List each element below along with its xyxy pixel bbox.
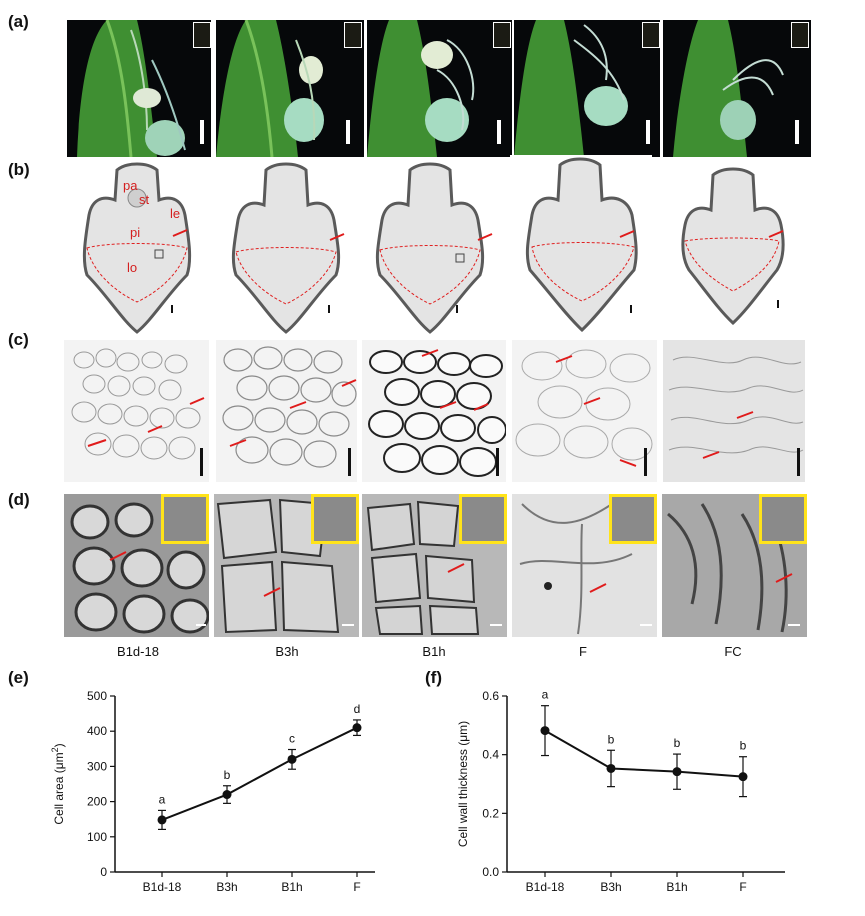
tem-inset [459, 494, 507, 544]
data-point [352, 723, 362, 733]
data-point [672, 767, 682, 777]
spikelet-inset [193, 22, 211, 48]
micrograph-3 [362, 340, 506, 482]
scale-bar [646, 120, 650, 144]
label-le: le [170, 206, 181, 221]
label-pi: pi [130, 225, 141, 240]
floret-photo-5 [663, 20, 811, 157]
data-point [287, 754, 297, 764]
y-tick-label: 0 [100, 865, 107, 879]
floret-photo-3 [367, 20, 512, 157]
data-point [606, 763, 616, 773]
panel-label-a: (a) [8, 12, 29, 31]
cross-section-4 [510, 155, 652, 335]
y-tick-label: 500 [87, 689, 107, 703]
tem-image-4 [512, 494, 657, 637]
micrograph-5 [663, 340, 805, 482]
y-tick-label: 100 [87, 830, 107, 844]
x-tick-label: F [353, 880, 360, 894]
spikelet-inset [344, 22, 362, 48]
tem-image-1 [64, 494, 209, 637]
significance-letter: b [608, 732, 615, 746]
x-tick-label: B3h [216, 880, 237, 894]
significance-letter: c [289, 732, 295, 746]
floret-photo-4 [514, 20, 660, 157]
y-tick-label: 300 [87, 759, 107, 773]
significance-letter: d [354, 702, 361, 716]
cross-section-3 [360, 160, 500, 335]
tem-inset [161, 494, 209, 544]
spikelet-inset [493, 22, 511, 48]
cross-section-2 [216, 160, 356, 335]
series-line [161, 726, 358, 821]
x-tick-label: B1h [281, 880, 302, 894]
panel-label-f: (f) [425, 668, 442, 687]
label-st: st [139, 192, 150, 207]
stage-label: B3h [275, 644, 299, 659]
y-tick-label: 0.2 [482, 806, 499, 820]
spikelet-inset [642, 22, 660, 48]
y-axis-label: Cell wall thickness (μm) [456, 721, 470, 847]
tem-inset [311, 494, 359, 544]
scale-bar [200, 120, 204, 144]
spikelet-inset [791, 22, 809, 48]
panel-label-d: (d) [8, 490, 30, 509]
data-point [540, 726, 550, 736]
tem-image-2 [214, 494, 359, 637]
data-point [222, 790, 232, 800]
significance-letter: b [224, 768, 231, 782]
y-tick-label: 0.0 [482, 865, 499, 879]
micrograph-2 [216, 340, 357, 482]
panel-label-b: (b) [8, 160, 30, 179]
data-point [157, 815, 167, 825]
x-tick-label: F [739, 880, 746, 894]
floret-photo-1 [67, 20, 211, 157]
x-tick-label: B1d-18 [526, 880, 565, 894]
significance-letter: b [674, 736, 681, 750]
scale-bar [795, 120, 799, 144]
stage-label: B1d-18 [117, 644, 159, 659]
cell-wall-chart: 0.0 0.2 0.4 0.6 B1d-18 B3h B1h F Cell wall thick… [456, 688, 785, 894]
stage-label: B1h [422, 644, 446, 659]
significance-letter: a [159, 792, 166, 806]
cross-section-5 [663, 165, 803, 335]
series-line [544, 729, 744, 778]
floret-photo-2 [216, 20, 364, 157]
scale-bar [497, 120, 501, 144]
tem-inset [759, 494, 807, 544]
x-tick-label: B1h [666, 880, 687, 894]
micrograph-1 [64, 340, 209, 482]
stage-label: F [579, 644, 587, 659]
stage-label: FC [724, 644, 742, 659]
data-point [738, 772, 748, 782]
significance-letter: a [542, 688, 549, 702]
y-tick-label: 200 [87, 795, 107, 809]
micrograph-4 [512, 340, 657, 482]
panel-label-c: (c) [8, 330, 29, 349]
cell-area-chart: 0 100 200 300 400 500 B1d-18 B3h B1h F Cell area (… [50, 689, 375, 894]
y-tick-label: 0.4 [482, 748, 499, 762]
scale-bar [346, 120, 350, 144]
panel-label-e: (e) [8, 668, 29, 687]
y-tick-label: 0.6 [482, 689, 499, 703]
significance-letter: b [740, 739, 747, 753]
x-tick-label: B3h [600, 880, 621, 894]
label-pa: pa [123, 178, 138, 193]
label-lo: lo [127, 260, 138, 275]
tem-image-5 [662, 494, 807, 637]
tem-image-3 [362, 494, 507, 637]
cross-section-1: pa st le pi lo [67, 160, 207, 335]
tem-inset [609, 494, 657, 544]
x-tick-label: B1d-18 [143, 880, 182, 894]
y-tick-label: 400 [87, 724, 107, 738]
y-axis-label: Cell area (μm2) [50, 743, 66, 824]
